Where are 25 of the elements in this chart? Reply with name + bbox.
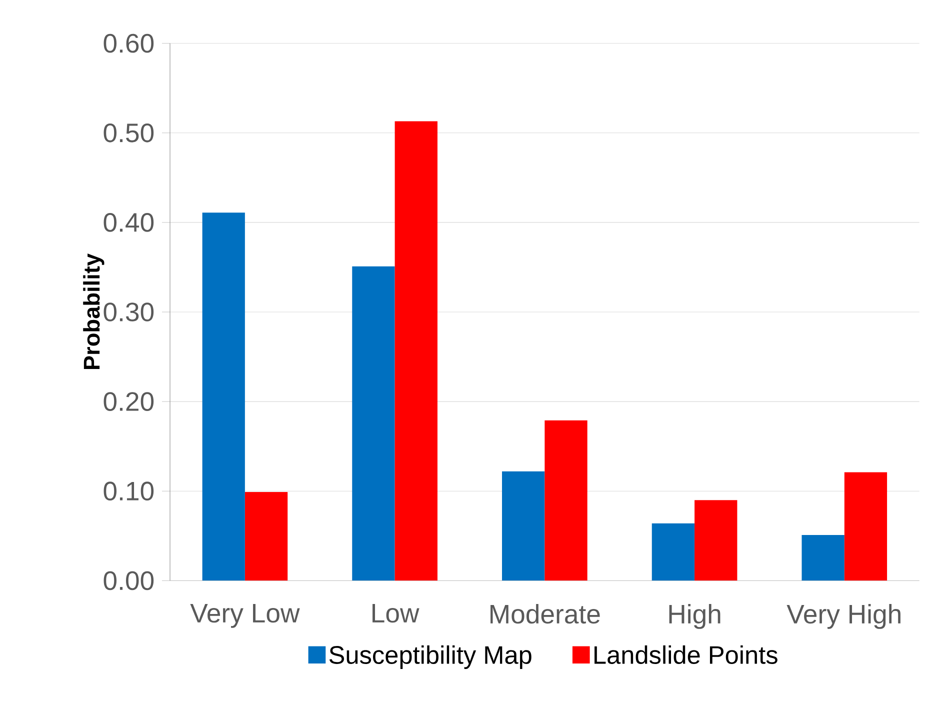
legend-label: Susceptibility Map [329,645,532,669]
bar [802,534,844,581]
bar [394,121,438,581]
bar [694,500,738,581]
bar [544,420,588,581]
y-tick-label: 0.00 [104,571,154,590]
bar [502,471,545,581]
y-tick-label: 0.60 [104,34,154,53]
bar [652,523,695,581]
bar [844,472,888,581]
bar [352,266,395,581]
y-tick-label: 0.50 [104,123,154,142]
x-tick-label: Very Low [190,604,300,628]
x-tick-label: Very High [786,604,900,629]
y-tick-label: 0.30 [104,302,154,322]
x-tick-label: Low [372,604,420,623]
x-tick-label: High [669,604,720,629]
x-tick-label: Moderate [490,604,600,624]
y-axis-title: Probability [83,254,104,370]
y-tick-label: 0.10 [104,482,154,501]
y-tick-label: 0.40 [104,213,154,232]
bar [244,492,288,581]
y-tick-label: 0.20 [104,392,154,411]
legend-label: Landslide Points [594,645,778,664]
bar [202,212,245,581]
